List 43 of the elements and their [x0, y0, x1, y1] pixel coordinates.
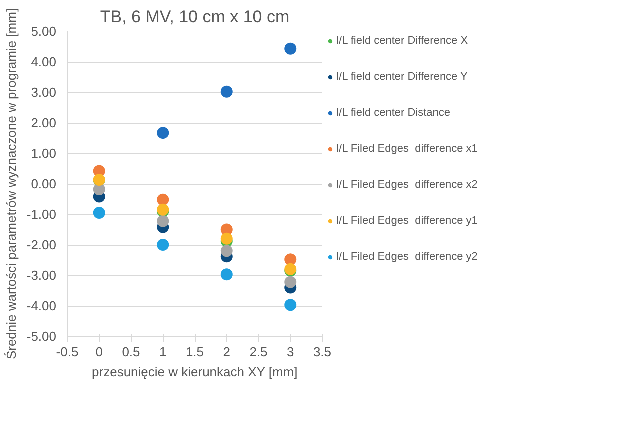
x-tick-label: -0.5 — [56, 344, 79, 360]
x-axis-title: przesunięcie w kierunkach XY [mm] — [92, 364, 298, 380]
x-tick-label: 1.5 — [186, 344, 204, 360]
y-tick-label: 5.00 — [31, 24, 57, 39]
x-tick-label: 0.5 — [122, 344, 140, 360]
legend-label: I/L field center Distance — [336, 107, 451, 119]
legend-label: I/L Filed Edges difference x1 — [336, 143, 478, 155]
point — [93, 206, 106, 219]
y-tick-label: -3.00 — [26, 268, 57, 283]
y-tick-label: 4.00 — [31, 54, 57, 70]
x-tick-label: 3 — [287, 344, 294, 360]
y-tick-label: 0.00 — [31, 176, 57, 192]
point — [284, 254, 297, 266]
chart-title: TB, 6 MV, 10 cm x 10 cm — [100, 8, 290, 26]
x-tick-label: 0 — [96, 344, 103, 360]
x-tick-label: 3.5 — [313, 344, 332, 360]
point — [220, 86, 233, 98]
point — [284, 276, 297, 288]
point — [284, 42, 297, 55]
y-axis-title: Średnie wartości parametrów wyznaczone w programie [mm] — [4, 8, 19, 360]
x-tick-label: 1 — [160, 344, 167, 360]
point — [220, 232, 233, 245]
point — [157, 215, 170, 228]
x-tick-label: 2.5 — [250, 344, 268, 360]
x-tick-label: 2 — [223, 344, 230, 360]
y-tick-label: -4.00 — [26, 298, 57, 314]
legend-label: I/L Filed Edges difference x2 — [336, 179, 478, 191]
legend-label: I/L Filed Edges difference y1 — [336, 215, 478, 227]
point — [220, 268, 233, 281]
legend-label: I/L Filed Edges difference y2 — [336, 251, 478, 263]
point — [284, 299, 297, 312]
y-tick-label: 1.00 — [31, 146, 57, 161]
y-tick-label: -5.00 — [26, 329, 57, 344]
legend-label: I/L field center Difference Y — [336, 71, 468, 83]
y-tick-label: -2.00 — [26, 238, 57, 252]
point — [157, 127, 170, 140]
legend-label: I/L field center Difference X — [336, 35, 468, 47]
point — [157, 194, 170, 206]
y-tick-label: 2.00 — [31, 116, 57, 130]
point — [157, 239, 170, 251]
y-tick-label: -1.00 — [26, 207, 57, 222]
y-tick-label: 3.00 — [31, 85, 57, 100]
point — [220, 245, 233, 258]
